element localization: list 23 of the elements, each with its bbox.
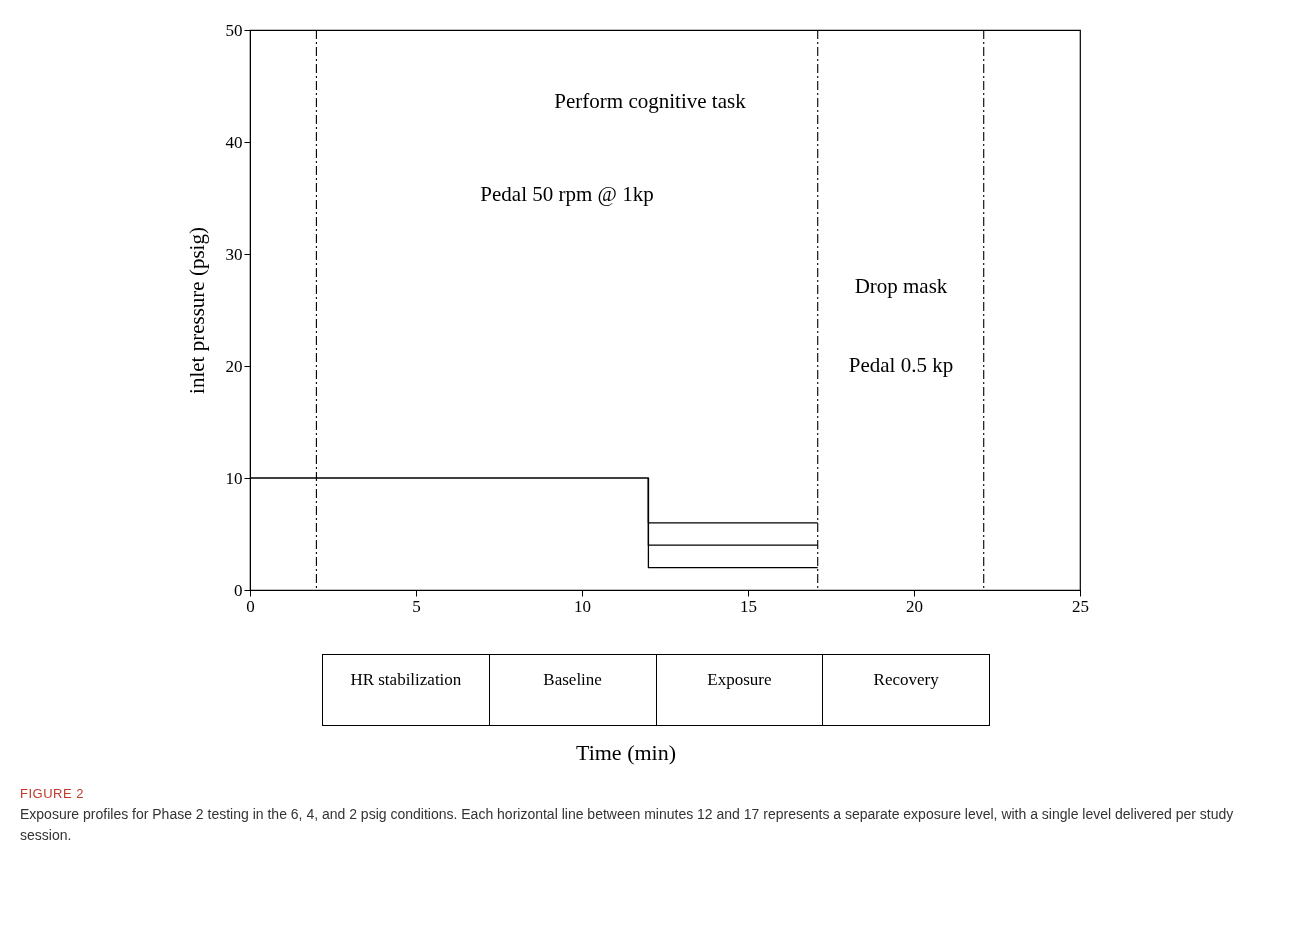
text: HR stabilization (323, 655, 490, 725)
x-tick-label: 5 (412, 596, 421, 616)
x-tick-label: 20 (906, 596, 923, 616)
y-axis-title: inlet pressure (psig) (184, 227, 209, 394)
annotation: Pedal 50 rpm @ 1kp (480, 182, 654, 206)
x-tick-label: 10 (574, 596, 591, 616)
text: Recovery (872, 669, 940, 691)
text: Time (min) (575, 740, 677, 766)
text: Exposure profiles for Phase 2 testing in the 6, 4, and 2 psig conditions. Each horizontal line between minutes 12 and 17 represents a separate exposure level, with a single level delivered per study session. (20, 804, 1235, 845)
annotation: Perform cognitive task (554, 88, 747, 113)
x-tick-label: 15 (740, 596, 757, 616)
y-tick-label: 50 (225, 20, 243, 40)
x-tick-label: 25 (1072, 596, 1089, 616)
annotation: Pedal 0.5 kp (848, 353, 954, 377)
caption: FIGURE 2 (20, 785, 85, 803)
annotation: Drop mask (854, 273, 948, 298)
y-tick-label: 30 (225, 244, 243, 264)
text: Exposure (656, 655, 824, 725)
y-tick-label: 0 (234, 580, 243, 600)
text: Baseline (489, 655, 657, 725)
y-tick-label: 20 (225, 356, 243, 376)
y-tick-label: 10 (225, 468, 243, 488)
y-tick-label: 40 (225, 132, 243, 152)
